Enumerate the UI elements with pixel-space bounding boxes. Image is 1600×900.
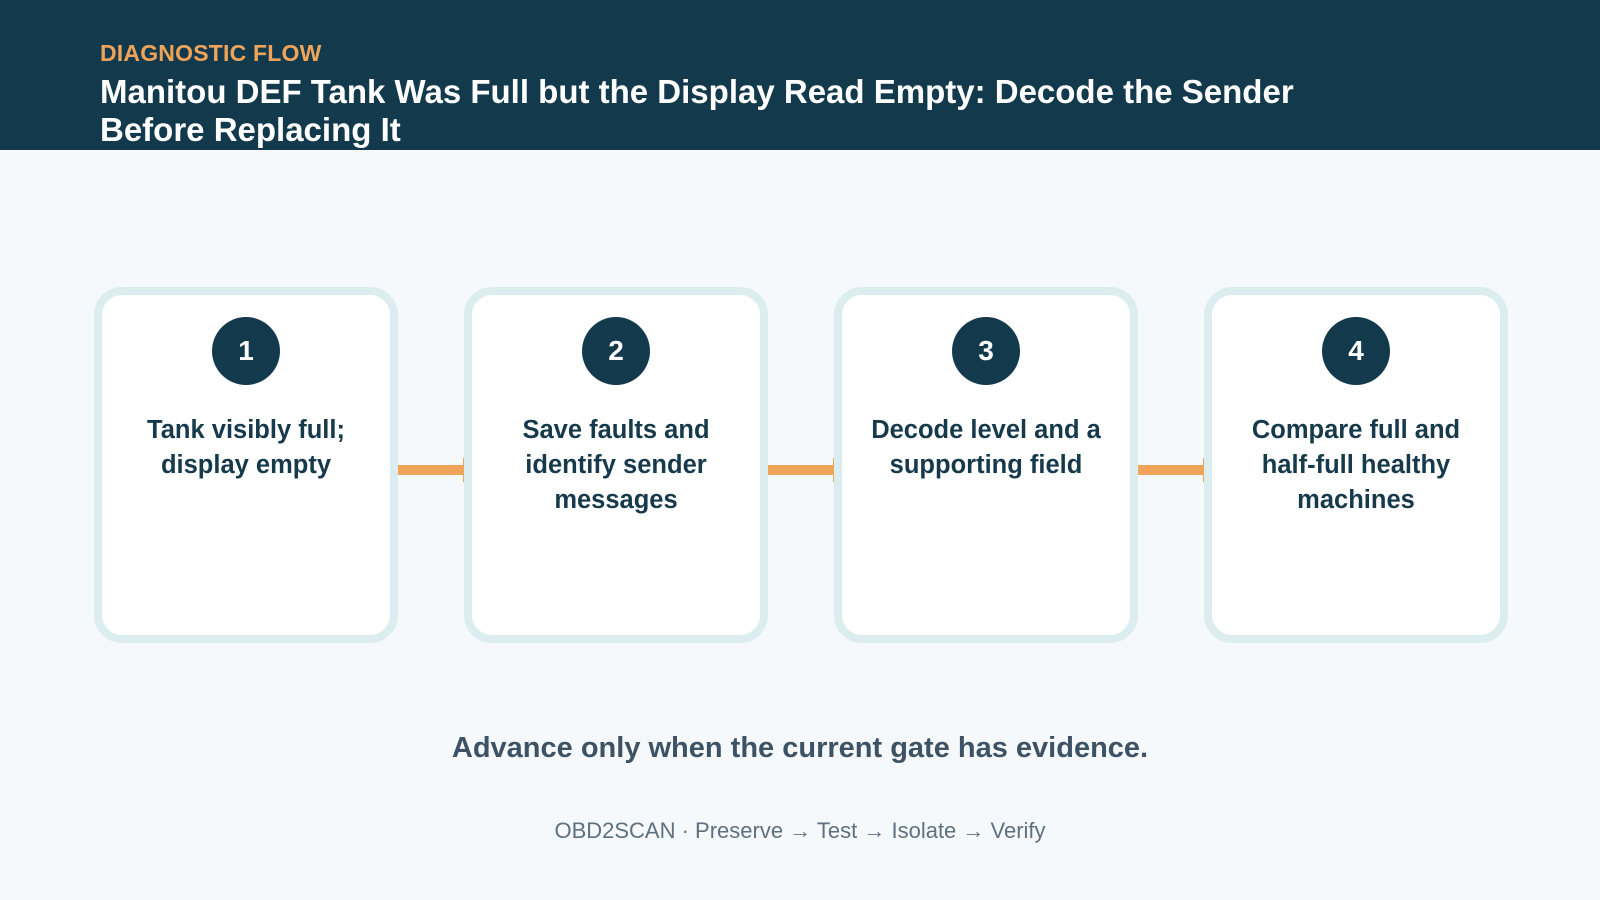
connector <box>768 458 835 482</box>
step-number: 3 <box>952 317 1020 385</box>
step-card: 1 Tank visibly full; display empty <box>94 287 398 643</box>
step-number: 1 <box>212 317 280 385</box>
tagline: Advance only when the current gate has e… <box>451 732 1149 764</box>
step-number: 4 <box>1322 317 1390 385</box>
eyebrow: DIAGNOSTIC FLOW <box>100 40 322 66</box>
title: Manitou DEF Tank Was Full but the Displa… <box>100 73 1294 148</box>
step-label: Compare full and half-full healthy machi… <box>1251 416 1461 514</box>
header: DIAGNOSTIC FLOW Manitou DEF Tank Was Ful… <box>0 0 1600 150</box>
connector <box>398 458 465 482</box>
step-label: Save faults and identify sender messages <box>522 416 710 514</box>
connector <box>1138 458 1205 482</box>
step-card: 4 Compare full and half-full healthy mach… <box>1204 287 1508 643</box>
step-card: 3 Decode level and a supporting field <box>834 287 1138 643</box>
step-label: Decode level and a supporting field <box>871 416 1101 479</box>
step-label: Tank visibly full; display empty <box>147 416 345 479</box>
step-number: 2 <box>582 317 650 385</box>
footer: OBD2SCAN · Preserve → Test → Isolate → V… <box>554 818 1046 843</box>
step-card: 2 Save faults and identify sender message… <box>464 287 768 643</box>
